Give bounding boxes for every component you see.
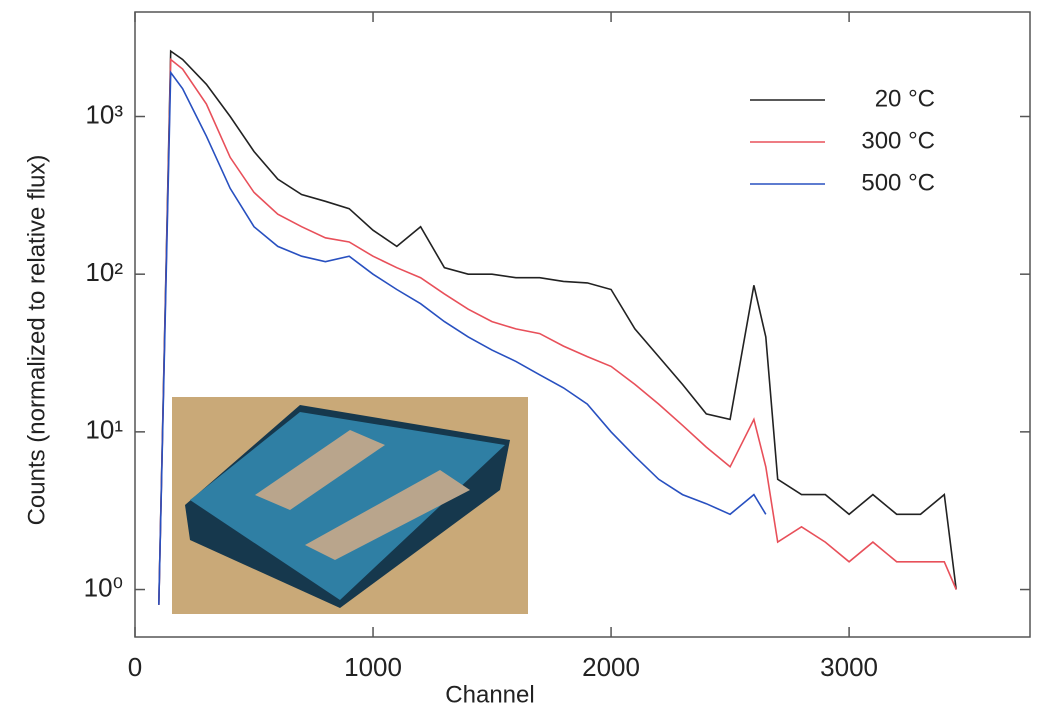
series-line bbox=[158, 57, 957, 605]
legend-label: 500 °C bbox=[861, 169, 935, 196]
x-tick-label: 2000 bbox=[582, 652, 640, 682]
y-tick-label: 10³ bbox=[85, 99, 123, 129]
x-axis-label: Channel bbox=[445, 681, 534, 708]
y-axis-label: Counts (normalized to relative flux) bbox=[23, 155, 50, 526]
frame bbox=[134, 11, 1031, 638]
x-tick-label: 1000 bbox=[344, 652, 402, 682]
legend-label: 20 °C bbox=[875, 85, 935, 112]
legend-label: 300 °C bbox=[861, 127, 935, 154]
y-tick-label: 10⁰ bbox=[84, 572, 123, 602]
series-line bbox=[158, 49, 957, 605]
y-tick-label: 10¹ bbox=[85, 415, 123, 445]
series-line bbox=[158, 70, 767, 605]
inset-photo bbox=[172, 397, 528, 614]
y-tick-label: 10² bbox=[85, 257, 123, 287]
x-tick-label: 0 bbox=[128, 652, 142, 682]
x-tick-label: 3000 bbox=[820, 652, 878, 682]
